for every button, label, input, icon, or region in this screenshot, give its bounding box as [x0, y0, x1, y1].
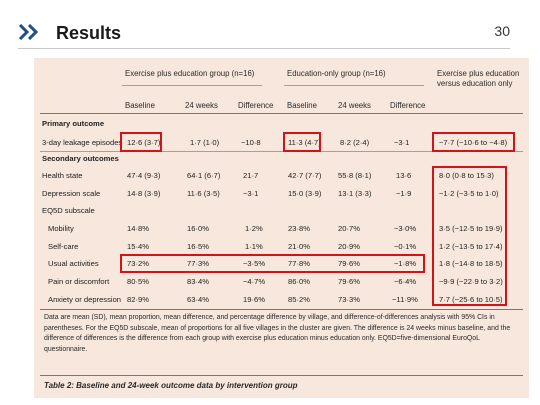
cell: 23·8%	[288, 224, 310, 233]
section-eq5d-subscale: EQ5D subscale	[42, 206, 95, 215]
cell: 55·8 (8·1)	[338, 171, 372, 180]
section-secondary-outcomes: Secondary outcomes	[42, 154, 119, 163]
cell: −4·7%	[243, 277, 266, 286]
cell: 20·9%	[338, 242, 360, 251]
col-header-24weeks-2: 24 weeks	[338, 101, 371, 110]
cell: 1·7 (1·0)	[190, 138, 220, 147]
title-divider	[18, 48, 510, 49]
cell: 14·8 (3·9)	[127, 189, 161, 198]
cell: 64·1 (6·7)	[187, 171, 221, 180]
highlight-box-secondary-differences	[432, 166, 507, 306]
row-label: Usual activities	[48, 259, 99, 268]
cell: −1·9	[396, 189, 412, 198]
cell: −3·0%	[394, 224, 417, 233]
row-label: Depression scale	[42, 189, 101, 198]
header-rule	[40, 113, 523, 114]
cell: 47·4 (9·3)	[127, 171, 161, 180]
cell: 7·7 (−25·6 to 10·5)	[439, 295, 503, 304]
cell: 1·2%	[245, 224, 263, 233]
col-header-difference-2: Difference	[390, 101, 426, 110]
cell: 19·6%	[243, 295, 265, 304]
row-label: 3-day leakage episodes	[42, 138, 123, 147]
cell: −6·4%	[394, 277, 417, 286]
section-primary-outcome: Primary outcome	[42, 119, 105, 128]
table-footnote: Data are mean (SD), mean proportion, mea…	[44, 314, 511, 353]
highlight-box-education-baseline-leakage	[283, 132, 321, 152]
group2-underline	[284, 85, 424, 86]
cell: 82·9%	[127, 295, 149, 304]
highlight-box-usual-activities	[120, 254, 425, 273]
cell: 13·6	[396, 171, 412, 180]
cell: −11·9%	[392, 295, 418, 304]
cell: 11·3 (4·7)	[288, 138, 321, 147]
group-header-comparison-line1: Exercise plus education	[437, 69, 520, 78]
cell: 1·8 (−14·8 to 18·5)	[439, 259, 503, 268]
cell: 86·0%	[288, 277, 310, 286]
cell: 79·6%	[338, 277, 360, 286]
row-label: Mobility	[48, 224, 74, 233]
cell: −3·1	[394, 138, 410, 147]
cell: 77·8%	[288, 259, 310, 268]
group-header-comparison-line2: versus education only	[437, 79, 513, 88]
cell: 1·1%	[245, 242, 263, 251]
table-caption: Table 2: Baseline and 24-week outcome da…	[44, 381, 298, 390]
cell: −0·1%	[394, 242, 417, 251]
group-header-education-only: Education-only group (n=16)	[287, 69, 386, 78]
cell: 79·6%	[338, 259, 360, 268]
cell: 16·5%	[187, 242, 209, 251]
cell: 77·3%	[187, 259, 209, 268]
row-label: Anxiety or depression	[48, 295, 122, 304]
group1-underline	[122, 85, 262, 86]
cell: 42·7 (7·7)	[288, 171, 322, 180]
cell: 8·2 (2·4)	[340, 138, 370, 147]
cell: 14·8%	[127, 224, 149, 233]
cell: 63·4%	[187, 295, 209, 304]
cell: 73·2%	[127, 259, 149, 268]
row-label: Pain or discomfort	[48, 277, 110, 286]
cell: −3·1	[243, 189, 259, 198]
cell: 12·6 (3·7)	[127, 138, 161, 147]
cell: 8·0 (0·8 to 15·3)	[439, 171, 494, 180]
cell: 16·0%	[187, 224, 209, 233]
caption-rule	[40, 375, 523, 376]
table-bottom-rule	[40, 309, 523, 310]
cell: −3·5%	[243, 259, 266, 268]
cell: 13·1 (3·3)	[338, 189, 372, 198]
cell: 1·2 (−13·5 to 17·4)	[439, 242, 503, 251]
row-label: Self-care	[48, 242, 79, 251]
highlight-box-baseline-leakage	[120, 132, 162, 152]
cell: 3·5 (−12·5 to 19·9)	[439, 224, 503, 233]
col-header-24weeks-1: 24 weeks	[185, 101, 218, 110]
slide-page-number: 30	[494, 23, 510, 39]
cell: −1·2 (−3·5 to 1·0)	[439, 189, 499, 198]
cell: 21·7	[243, 171, 259, 180]
col-header-difference-1: Difference	[238, 101, 274, 110]
cell: 83·4%	[187, 277, 209, 286]
double-chevron-icon	[18, 24, 39, 40]
cell: −1·8%	[394, 259, 417, 268]
col-header-baseline-2: Baseline	[287, 101, 317, 110]
cell: 73·3%	[338, 295, 360, 304]
col-header-baseline-1: Baseline	[125, 101, 155, 110]
cell: 20·7%	[338, 224, 360, 233]
section-rule	[40, 151, 523, 152]
cell: 15·0 (3·9)	[288, 189, 322, 198]
cell: −10·8	[241, 138, 261, 147]
results-table-image: Exercise plus education group (n=16) Edu…	[34, 58, 529, 398]
cell: −7·7 (−10·6 to −4·8)	[439, 138, 508, 147]
cell: −9·9 (−22·9 to 3·2)	[439, 277, 503, 286]
cell: 11·6 (3·5)	[187, 189, 220, 198]
cell: 80·5%	[127, 277, 149, 286]
group-header-exercise-education: Exercise plus education group (n=16)	[125, 69, 255, 78]
slide-title: Results	[56, 23, 122, 43]
cell: 21·0%	[288, 242, 310, 251]
cell: 85·2%	[288, 295, 310, 304]
highlight-box-leakage-difference	[432, 132, 515, 152]
row-label: Health state	[42, 171, 83, 180]
cell: 15·4%	[127, 242, 149, 251]
